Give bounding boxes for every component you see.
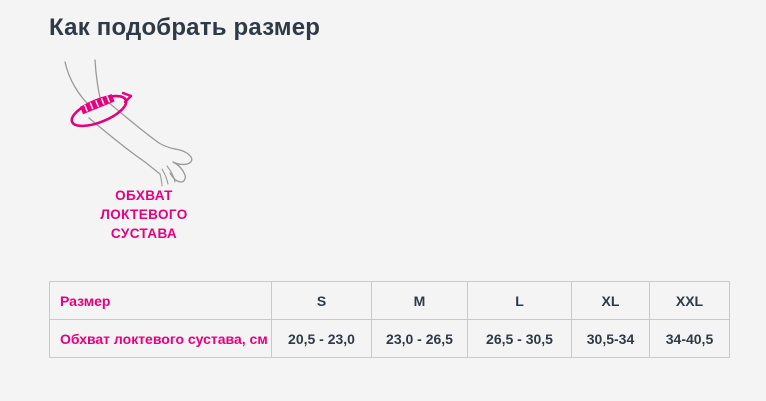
caption-line-3: СУСТАВА [110, 226, 178, 241]
table-row: Обхват локтевого сустава, см 20,5 - 23,0… [49, 319, 730, 358]
caption-line-1: ОБХВАТ [115, 188, 173, 203]
cell-value-xxl: 34-40,5 [649, 319, 730, 358]
header-size-m: M [371, 281, 468, 320]
cell-value-m: 23,0 - 26,5 [371, 319, 468, 358]
row-label-circumference: Обхват локтевого сустава, см [49, 319, 272, 358]
table-header-row: Размер S M L XL XXL [49, 281, 730, 320]
cell-value-xl: 30,5-34 [571, 319, 650, 358]
cell-value-l: 26,5 - 30,5 [467, 319, 572, 358]
header-size-xl: XL [571, 281, 650, 320]
caption-line-2: ЛОКТЕВОГО [100, 207, 188, 222]
header-size-s: S [271, 281, 372, 320]
size-table: Размер S M L XL XXL Обхват локтевого сус… [49, 281, 730, 358]
page-title: Как подобрать размер [49, 14, 321, 41]
header-size-l: L [467, 281, 572, 320]
measurement-caption: ОБХВАТ ЛОКТЕВОГО СУСТАВА [49, 186, 239, 243]
measurement-illustration: ОБХВАТ ЛОКТЕВОГО СУСТАВА [49, 58, 239, 248]
header-label: Размер [49, 281, 272, 320]
arm-with-measuring-tape-icon [64, 59, 193, 187]
cell-value-s: 20,5 - 23,0 [271, 319, 372, 358]
header-size-xxl: XXL [649, 281, 730, 320]
